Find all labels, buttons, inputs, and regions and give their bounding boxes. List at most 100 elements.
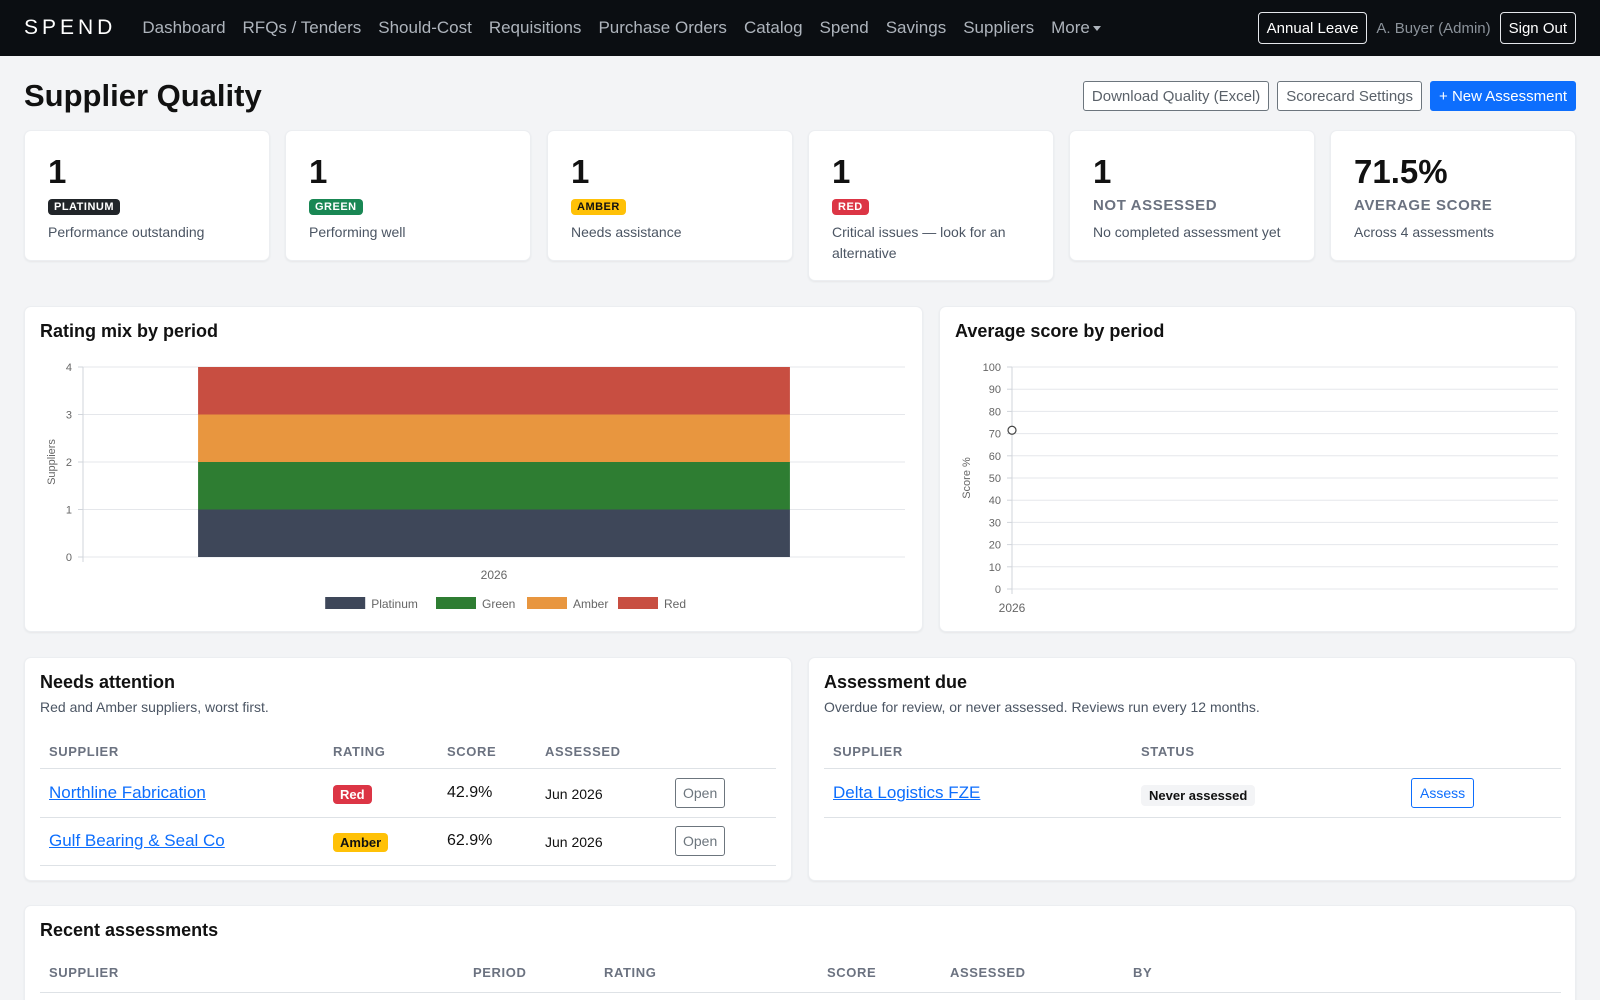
nav-rfqs-tenders[interactable]: RFQs / Tenders	[242, 18, 362, 37]
x-tick-label: 2026	[999, 601, 1026, 615]
y-tick-label: 0	[995, 584, 1001, 596]
y-axis-title: Score %	[961, 457, 973, 499]
supplier-link[interactable]: Gulf Bearing & Seal Co	[49, 831, 225, 850]
data-point	[1007, 425, 1017, 435]
stat-desc: Across 4 assessments	[1354, 224, 1495, 240]
avg-score-panel: Average score by period 0 10 20 30 40 50 60 70 8…	[939, 306, 1576, 632]
rating-mix-panel: Rating mix by period 0 1 2 3 4 Suppliers 2026 P…	[24, 306, 923, 632]
table-divider	[40, 992, 1561, 993]
supplier-link[interactable]: Northline Fabrication	[49, 783, 206, 802]
stat-card-green: 1 GREEN Performing well	[285, 130, 531, 261]
needs-attention-panel: Needs attention Red and Amber suppliers,…	[24, 657, 792, 881]
assess-button[interactable]: Assess	[1411, 778, 1475, 808]
sign-out-button[interactable]: Sign Out	[1499, 12, 1576, 44]
amber-badge: AMBER	[571, 199, 626, 215]
legend-label: Amber	[573, 597, 608, 611]
nav-savings[interactable]: Savings	[885, 18, 947, 37]
nav-right-group: Annual Leave A. Buyer (Admin) Sign Out	[1257, 12, 1576, 44]
stat-value: 1	[1093, 153, 1112, 190]
page-actions: Download Quality (Excel) Scorecard Setti…	[1082, 81, 1576, 111]
stat-value: 1	[48, 153, 67, 190]
open-button[interactable]: Open	[675, 778, 726, 808]
nav-dashboard[interactable]: Dashboard	[142, 18, 226, 37]
rating-badge: Amber	[333, 833, 389, 852]
stat-card-platinum: 1 PLATINUM Performance outstanding	[24, 130, 270, 261]
platinum-badge: PLATINUM	[48, 199, 121, 215]
col-rating[interactable]: RATING	[333, 744, 386, 759]
stat-value: 71.5%	[1354, 153, 1448, 190]
col-assessed[interactable]: ASSESSED	[545, 744, 621, 759]
top-navbar: SPEND Dashboard RFQs / Tenders Should-Co…	[0, 0, 1600, 56]
brand-logo[interactable]: SPEND	[24, 16, 117, 39]
scorecard-settings-button[interactable]: Scorecard Settings	[1277, 81, 1423, 111]
caret-down-icon	[1092, 25, 1101, 31]
green-badge: GREEN	[309, 199, 363, 215]
avg-score-chart: 0 10 20 30 40 50 60 70 80 90 100 Score % 2026	[961, 362, 1558, 615]
nav-purchase-orders[interactable]: Purchase Orders	[598, 18, 727, 37]
stat-card-amber: 1 AMBER Needs assistance	[547, 130, 793, 261]
new-assessment-button[interactable]: + New Assessment	[1430, 81, 1576, 111]
y-tick-label: 1	[66, 505, 72, 517]
rating-badge: Red	[333, 785, 372, 804]
panel-title: Recent assessments	[40, 920, 219, 940]
col-rating[interactable]: RATING	[604, 965, 657, 980]
rating-mix-chart: 0 1 2 3 4 Suppliers 2026 Platinum Green Amber Red	[46, 362, 905, 611]
bar-segment-green	[198, 462, 790, 510]
open-button[interactable]: Open	[675, 826, 726, 856]
panel-subtitle: Overdue for review, or never assessed. R…	[824, 699, 1260, 715]
nav-should-cost[interactable]: Should-Cost	[378, 18, 472, 37]
nav-suppliers[interactable]: Suppliers	[963, 18, 1035, 37]
panel-title: Rating mix by period	[40, 321, 219, 341]
y-tick-label: 0	[66, 552, 72, 564]
assessed-cell: Jun 2026	[545, 786, 603, 802]
col-supplier[interactable]: SUPPLIER	[49, 744, 119, 759]
stat-desc: No completed assessment yet	[1093, 224, 1281, 240]
legend-swatch-platinum	[325, 597, 366, 609]
panel-subtitle: Red and Amber suppliers, worst first.	[40, 699, 269, 715]
col-score[interactable]: SCORE	[447, 744, 497, 759]
bar-segment-platinum	[198, 509, 790, 557]
download-quality-button[interactable]: Download Quality (Excel)	[1082, 81, 1270, 111]
y-tick-label: 20	[989, 540, 1001, 552]
stat-card-red: 1 RED Critical issues — look for an alte…	[808, 130, 1054, 281]
legend-swatch-red	[618, 597, 658, 609]
supplier-link[interactable]: Delta Logistics FZE	[833, 783, 981, 802]
table-divider	[824, 817, 1561, 818]
score-cell: 42.9%	[447, 784, 493, 801]
table-divider	[40, 865, 776, 866]
col-status[interactable]: STATUS	[1141, 744, 1195, 759]
red-badge: RED	[832, 199, 869, 215]
y-tick-label: 3	[66, 410, 72, 422]
nav-catalog[interactable]: Catalog	[743, 18, 803, 37]
y-tick-label: 40	[989, 495, 1001, 507]
page-title: Supplier Quality	[24, 78, 262, 113]
nav-spend[interactable]: Spend	[819, 18, 869, 37]
legend-label: Red	[664, 597, 686, 611]
stat-desc: Needs assistance	[571, 224, 682, 240]
col-supplier[interactable]: SUPPLIER	[49, 965, 119, 980]
stat-value: 1	[571, 153, 590, 190]
legend-swatch-amber	[527, 597, 567, 609]
stat-desc: Critical issues — look for an alternativ…	[832, 224, 1006, 261]
nav-requisitions[interactable]: Requisitions	[488, 18, 582, 37]
bar-segment-red	[198, 367, 790, 415]
table-divider	[40, 817, 776, 818]
current-user: A. Buyer (Admin)	[1376, 19, 1491, 37]
stat-desc: Performance outstanding	[48, 224, 205, 240]
nav-more-dropdown[interactable]: More	[1051, 18, 1101, 38]
recent-assessments-panel: Recent assessments SUPPLIER PERIOD RATIN…	[24, 905, 1576, 1000]
stat-value: 1	[309, 153, 328, 190]
col-period[interactable]: PERIOD	[473, 965, 527, 980]
y-tick-label: 30	[989, 517, 1001, 529]
col-score[interactable]: SCORE	[827, 965, 877, 980]
stat-label: NOT ASSESSED	[1093, 197, 1218, 214]
legend-swatch-green	[436, 597, 476, 609]
y-tick-label: 10	[989, 562, 1001, 574]
col-assessed[interactable]: ASSESSED	[950, 965, 1026, 980]
legend-label: Platinum	[371, 597, 418, 611]
y-tick-label: 80	[989, 406, 1001, 418]
table-divider	[824, 768, 1561, 769]
col-supplier[interactable]: SUPPLIER	[833, 744, 903, 759]
annual-leave-button[interactable]: Annual Leave	[1257, 12, 1368, 44]
col-by[interactable]: BY	[1133, 965, 1153, 980]
